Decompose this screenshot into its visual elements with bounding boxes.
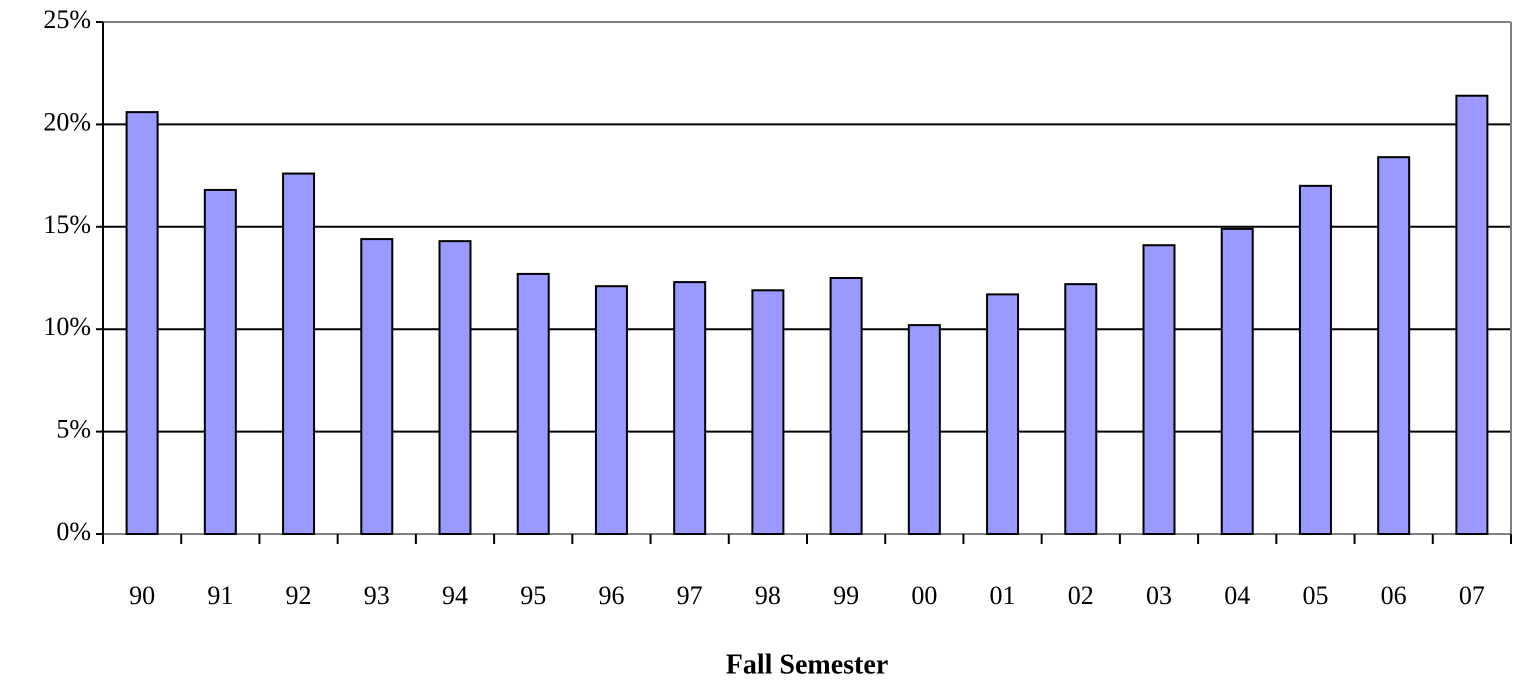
bar <box>516 272 550 535</box>
x-tick-label: 07 <box>1459 581 1485 610</box>
x-tick-label: 02 <box>1068 581 1094 610</box>
y-tick-label: 15% <box>43 210 91 239</box>
bar <box>1377 156 1411 535</box>
bar <box>282 172 316 535</box>
x-tick-label: 95 <box>520 581 546 610</box>
x-tick-label: 01 <box>990 581 1016 610</box>
bar <box>1064 283 1098 536</box>
x-tick-label: 05 <box>1302 581 1328 610</box>
y-tick-label: 5% <box>56 415 91 444</box>
bar <box>125 111 159 535</box>
bar <box>1298 184 1332 535</box>
y-tick-label: 0% <box>56 517 91 546</box>
bar <box>907 324 941 535</box>
x-tick-label: 94 <box>442 581 468 610</box>
bar <box>673 281 707 536</box>
y-tick-label: 25% <box>43 5 91 34</box>
x-tick-label: 90 <box>129 581 155 610</box>
x-tick-label: 98 <box>755 581 781 610</box>
x-tick-label: 00 <box>911 581 937 610</box>
bar <box>751 289 785 535</box>
x-tick-label: 99 <box>833 581 859 610</box>
bar <box>1142 244 1176 535</box>
x-tick-label: 97 <box>677 581 703 610</box>
x-tick-label: 91 <box>207 581 233 610</box>
bar <box>360 238 394 535</box>
y-tick-label: 10% <box>43 312 91 341</box>
x-tick-label: 04 <box>1224 581 1250 610</box>
bar <box>829 277 863 535</box>
x-tick-label: 06 <box>1381 581 1407 610</box>
bar <box>203 188 237 535</box>
bar <box>438 240 472 536</box>
bar <box>1455 94 1489 535</box>
bar <box>594 285 628 535</box>
x-tick-label: 96 <box>598 581 624 610</box>
x-axis-title: Fall Semester <box>726 649 889 680</box>
bar <box>986 293 1020 535</box>
x-tick-label: 03 <box>1146 581 1172 610</box>
y-tick-label: 20% <box>43 107 91 136</box>
bar <box>1220 227 1254 536</box>
x-tick-label: 92 <box>286 581 312 610</box>
x-tick-label: 93 <box>364 581 390 610</box>
